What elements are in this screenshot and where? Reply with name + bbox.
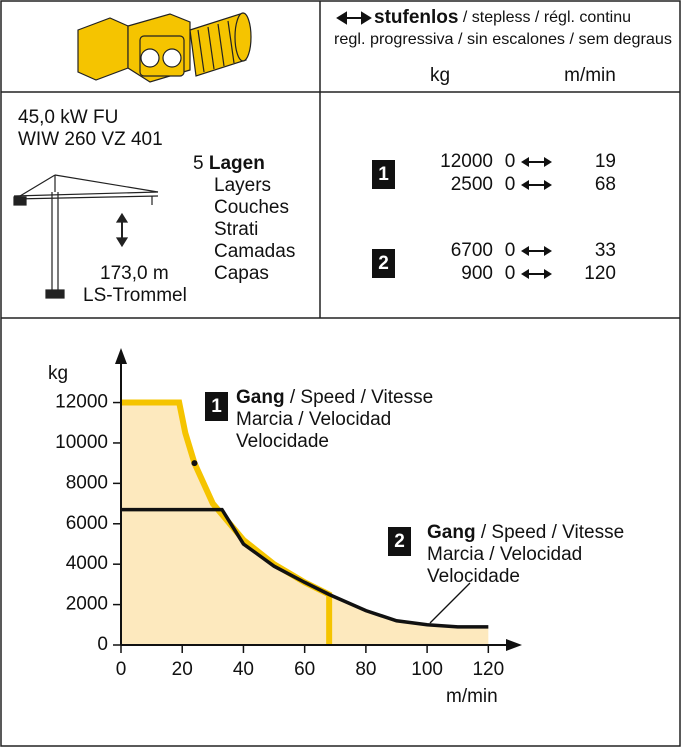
stepless-arrow [336, 11, 372, 25]
layer-translation: Camadas [214, 241, 295, 262]
mode-bold: stufenlos [374, 7, 458, 28]
gear-badge [372, 160, 395, 189]
layers-label: Lagen [209, 153, 265, 174]
x-tick-label: 80 [355, 659, 376, 680]
speed-to: 120 [584, 263, 616, 284]
range-arrow-head [521, 269, 529, 279]
speed-from: 0 [505, 174, 516, 195]
x-axis-label: m/min [446, 686, 498, 707]
load-value: 900 [461, 263, 493, 284]
crane-illustration [13, 174, 159, 299]
range-arrow-head [521, 157, 529, 167]
gear-number: 2 [378, 253, 389, 274]
annotation-line: Marcia / Velocidad [427, 544, 582, 565]
winch-illustration [77, 12, 252, 83]
range-arrow-head [544, 157, 552, 167]
layer-translation: Capas [214, 263, 269, 284]
load-value: 12000 [440, 151, 493, 172]
gear-badge [388, 527, 411, 556]
y-tick-label: 4000 [66, 553, 108, 574]
annotation-bold: Gang [427, 522, 476, 543]
x-tick-label: 100 [411, 659, 443, 680]
range-arrow-head [544, 246, 552, 256]
motor-model: WIW 260 VZ 401 [18, 129, 163, 150]
mode-languages: regl. progressiva / sin escalones / sem … [334, 31, 672, 48]
speed-to: 68 [595, 174, 616, 195]
gear-number: 1 [211, 396, 222, 417]
load-value: 6700 [451, 240, 493, 261]
x-tick-label: 60 [294, 659, 315, 680]
curve-marker [191, 460, 198, 467]
annotation-line: Velocidade [236, 431, 329, 452]
annotation-rest: / Speed / Vitesse [285, 387, 434, 408]
unit-load: kg [430, 65, 450, 86]
speed-from: 0 [505, 263, 516, 284]
annotation-line: Gang / Speed / Vitesse [236, 387, 433, 408]
area-fill [121, 509, 489, 645]
annotation-line: Velocidade [427, 566, 520, 587]
drum: LS-Trommel [83, 285, 187, 306]
range-arrow-head [544, 269, 552, 279]
load-value: 2500 [451, 174, 493, 195]
annotation-rest: / Speed / Vitesse [476, 522, 625, 543]
gear-number: 2 [394, 531, 405, 552]
y-tick-label: 10000 [55, 432, 108, 453]
y-tick-label: 0 [97, 634, 108, 655]
gear-badge [205, 392, 228, 421]
speed-from: 0 [505, 240, 516, 261]
range-arrow-head [521, 246, 529, 256]
layer-translation: Couches [214, 197, 289, 218]
annotation-bold: Gang [236, 387, 285, 408]
layers-line: 5 Lagen [193, 153, 265, 174]
gear-number: 1 [378, 164, 389, 185]
layer-translation: Layers [214, 175, 271, 196]
rope-length: 173,0 m [100, 263, 169, 284]
x-tick-label: 0 [116, 659, 127, 680]
y-axis-label: kg [48, 363, 68, 384]
y-tick-label: 12000 [55, 392, 108, 413]
range-arrow-head [544, 180, 552, 190]
x-axis-arrow [506, 639, 522, 651]
annotation-line: Gang / Speed / Vitesse [427, 522, 624, 543]
y-axis-arrow [115, 348, 127, 364]
layer-count: 5 [193, 153, 204, 174]
layer-translation: Strati [214, 219, 258, 240]
mode-rest: / stepless / régl. continu [458, 9, 631, 26]
unit-speed: m/min [564, 65, 616, 86]
y-tick-label: 8000 [66, 472, 108, 493]
leader-line [429, 582, 471, 624]
curve [121, 507, 489, 629]
annotation-line: Marcia / Velocidad [236, 409, 391, 430]
speed-to: 33 [595, 240, 616, 261]
mode-heading: stufenlos / stepless / régl. continu [374, 7, 631, 28]
x-tick-label: 40 [233, 659, 254, 680]
gear-badge [372, 249, 395, 278]
range-arrow-head [521, 180, 529, 190]
speed-to: 19 [595, 151, 616, 172]
speed-from: 0 [505, 151, 516, 172]
x-tick-label: 20 [172, 659, 193, 680]
y-tick-label: 2000 [66, 594, 108, 615]
y-tick-label: 6000 [66, 513, 108, 534]
motor-power: 45,0 kW FU [18, 107, 118, 128]
x-tick-label: 120 [472, 659, 504, 680]
